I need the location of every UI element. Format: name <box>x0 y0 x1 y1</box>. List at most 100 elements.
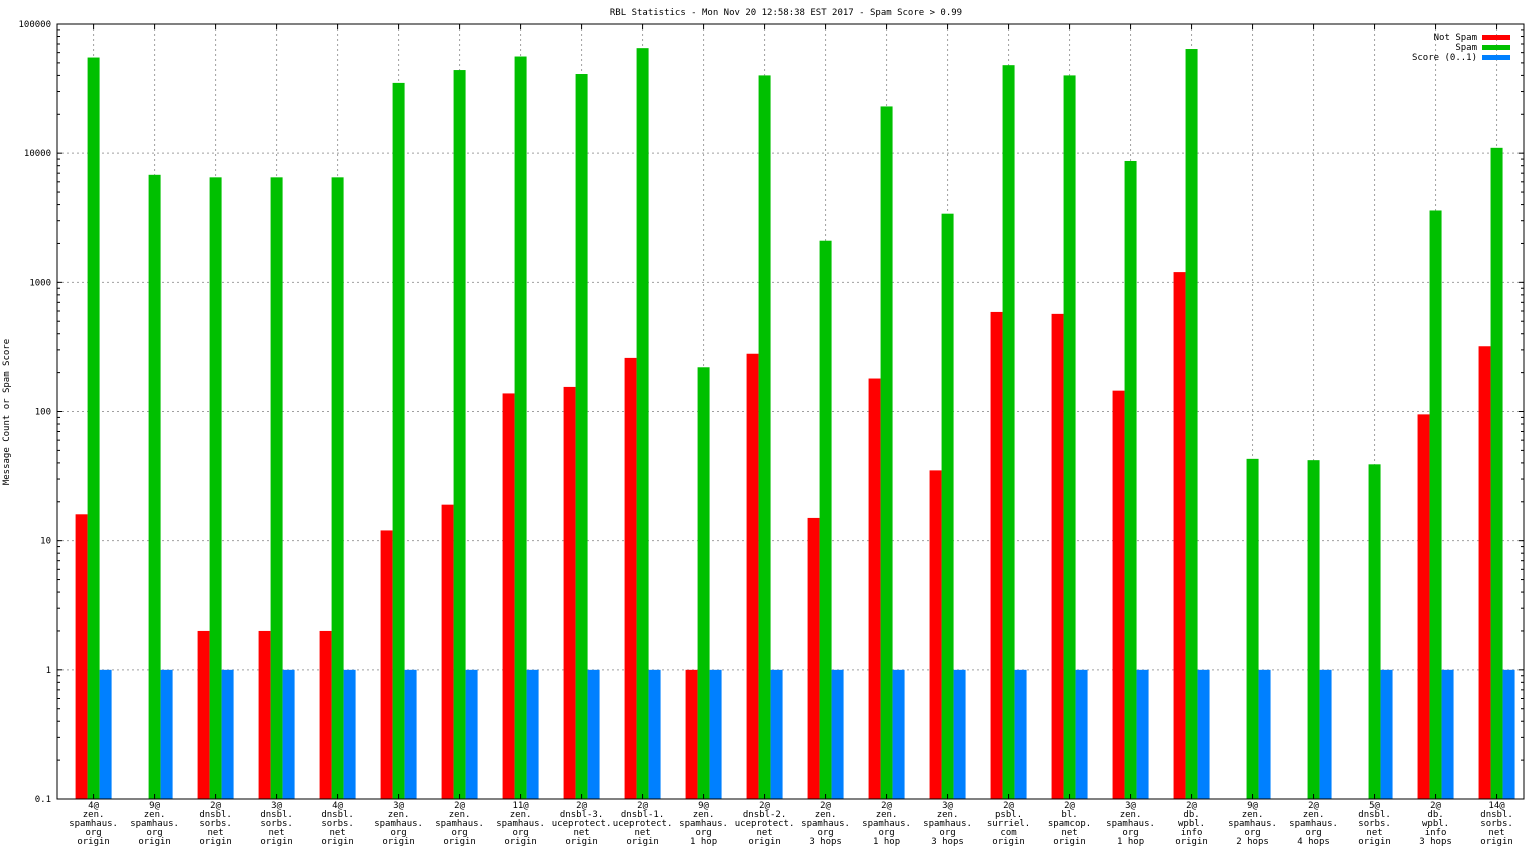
x-tick-label-line: spamhaus. <box>1289 819 1338 829</box>
bar-spam <box>1063 75 1076 800</box>
x-tick-label: 3@ zen. spamhaus. org 3 hops <box>923 801 972 847</box>
bar-not-spam <box>258 630 271 799</box>
x-tick-label-line: org <box>1305 828 1321 838</box>
legend-label: Score (0..1) <box>1412 53 1477 63</box>
bar-score-0-1 <box>1502 669 1515 799</box>
x-tick-label: 2@ bl. spamcop. net origin <box>1048 801 1091 847</box>
x-tick-label-line: net <box>329 828 345 838</box>
x-tick-label-line: 1 hop <box>873 837 900 847</box>
x-tick-label-line: origin <box>748 837 781 847</box>
bar-score-0-1 <box>99 669 112 799</box>
x-tick-label-line: 2@ <box>759 801 770 811</box>
x-tick-label-line: uceprotect. <box>552 819 612 829</box>
bar-score-0-1 <box>1441 669 1454 799</box>
x-tick-label-line: org <box>695 828 711 838</box>
x-tick-label-line: zen. <box>83 810 105 820</box>
x-tick-label-line: spamhaus. <box>435 819 484 829</box>
bar-spam <box>392 82 405 799</box>
bar-not-spam <box>868 378 881 799</box>
x-tick-label-line: info <box>1181 828 1203 838</box>
x-tick-label-line: net <box>1488 828 1504 838</box>
bar-spam <box>880 106 893 800</box>
x-tick-label-line: zen. <box>510 810 532 820</box>
x-tick-label-line: 1 hop <box>1117 837 1144 847</box>
bar-not-spam <box>197 630 210 799</box>
x-tick-label-line: com <box>1000 828 1016 838</box>
x-tick-label-line: uceprotect. <box>735 819 795 829</box>
x-tick-label: 2@ zen. spamhaus. org 3 hops <box>801 801 850 847</box>
x-tick-label-line: org <box>85 828 101 838</box>
x-tick-label-line: zen. <box>1120 810 1142 820</box>
x-tick-label-line: org <box>817 828 833 838</box>
bar-spam <box>636 48 649 800</box>
x-tick-label: 9@ zen. spamhaus. org origin <box>130 801 179 847</box>
x-tick-label-line: info <box>1425 828 1447 838</box>
x-tick-label: 3@ zen. spamhaus. org 1 hop <box>1106 801 1155 847</box>
bar-score-0-1 <box>1380 669 1393 799</box>
x-tick-label-line: org <box>451 828 467 838</box>
bar-score-0-1 <box>282 669 295 799</box>
bar-spam <box>1002 65 1015 800</box>
x-tick-label-line: spamhaus. <box>496 819 545 829</box>
bar-score-0-1 <box>465 669 478 799</box>
bar-score-0-1 <box>587 669 600 799</box>
x-tick-label-line: dnsbl. <box>199 810 232 820</box>
bar-not-spam <box>1478 346 1491 799</box>
x-tick-label: 2@ zen. spamhaus. org 1 hop <box>862 801 911 847</box>
bar-spam <box>453 70 466 800</box>
x-tick-label: 2@ psbl. surriel. com origin <box>987 801 1030 847</box>
bar-score-0-1 <box>709 669 722 799</box>
x-tick-label-line: 1 hop <box>690 837 717 847</box>
bar-spam <box>819 240 832 799</box>
bar-score-0-1 <box>770 669 783 799</box>
x-tick-label-line: org <box>146 828 162 838</box>
y-tick-label: 1000 <box>29 278 51 288</box>
x-tick-label-line: bl. <box>1061 810 1077 820</box>
legend-swatch <box>1482 45 1510 50</box>
x-tick-label-line: spamhaus. <box>374 819 423 829</box>
x-tick-label: 2@ dnsbl-3. uceprotect. net origin <box>552 801 612 847</box>
bar-spam <box>514 56 527 800</box>
bar-spam <box>1429 210 1442 799</box>
y-axis-label: Message Count or Spam Score <box>2 339 12 485</box>
x-tick-label-line: dnsbl. <box>1480 810 1513 820</box>
x-tick-label: 3@ dnsbl. sorbs. net origin <box>260 801 293 847</box>
x-tick-label-line: origin <box>1175 837 1208 847</box>
x-tick-label-line: dnsbl. <box>1358 810 1391 820</box>
bar-not-spam <box>624 357 637 799</box>
x-tick-label-line: spamhaus. <box>1228 819 1277 829</box>
x-tick-label-line: 9@ <box>149 801 160 811</box>
x-tick-label-line: surriel. <box>987 819 1030 829</box>
y-tick-label: 100 <box>35 408 51 418</box>
x-tick-label-line: 3@ <box>271 801 282 811</box>
bar-not-spam <box>441 504 454 799</box>
x-tick-label-line: zen. <box>876 810 898 820</box>
x-tick-label-line: org <box>512 828 528 838</box>
x-tick-label: 2@ db. wpbl. info origin <box>1175 801 1208 847</box>
x-tick-label-line: 2@ <box>1003 801 1014 811</box>
x-tick-label-line: 5@ <box>1369 801 1380 811</box>
x-tick-label-line: zen. <box>388 810 410 820</box>
legend-swatch <box>1482 35 1510 40</box>
x-tick-label-line: spamhaus. <box>69 819 118 829</box>
x-tick-label-line: 3 hops <box>931 837 964 847</box>
x-tick-label-line: 2@ <box>1186 801 1197 811</box>
bar-spam <box>87 57 100 799</box>
x-tick-label-line: sorbs. <box>1358 819 1391 829</box>
x-tick-label-line: 2@ <box>454 801 465 811</box>
x-tick-label-line: origin <box>260 837 293 847</box>
x-tick-label-line: psbl. <box>995 810 1022 820</box>
bar-not-spam <box>1112 390 1125 799</box>
x-tick-label-line: 3@ <box>1125 801 1136 811</box>
bar-score-0-1 <box>1197 669 1210 799</box>
x-tick-label-line: origin <box>565 837 598 847</box>
x-tick-label-line: net <box>207 828 223 838</box>
x-tick-label-line: zen. <box>144 810 166 820</box>
x-tick-label-line: 2@ <box>637 801 648 811</box>
x-tick-label-line: org <box>1244 828 1260 838</box>
x-tick-label-line: uceprotect. <box>613 819 673 829</box>
x-tick-label-line: 2 hops <box>1236 837 1269 847</box>
x-tick-label-line: origin <box>504 837 537 847</box>
x-tick-label-line: org <box>1122 828 1138 838</box>
